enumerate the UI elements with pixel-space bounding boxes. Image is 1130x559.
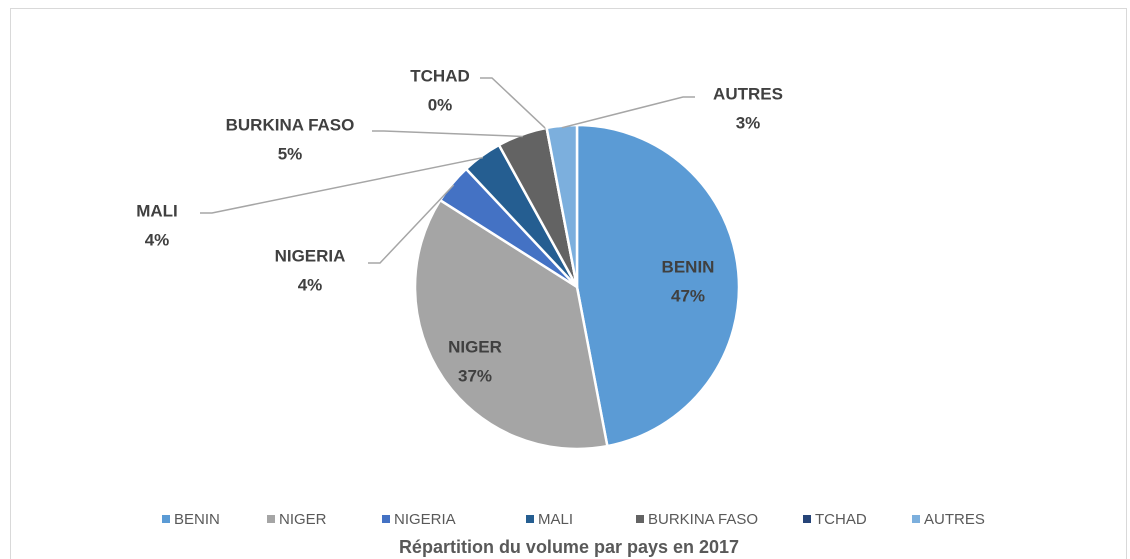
leader-line — [372, 130, 523, 138]
data-label-name: NIGERIA — [275, 246, 346, 265]
legend-swatch — [162, 515, 170, 523]
leader-line — [368, 184, 455, 264]
pie-slice — [413, 198, 609, 451]
data-label-name: TCHAD — [410, 66, 470, 85]
legend-swatch — [803, 515, 811, 523]
data-label-name: AUTRES — [713, 84, 783, 103]
data-label-name: NIGER — [448, 337, 502, 356]
legend-label: TCHAD — [815, 511, 867, 528]
leader-line — [480, 77, 548, 131]
data-label: 47% — [671, 286, 705, 305]
data-label: 4% — [145, 230, 170, 249]
data-label: 5% — [278, 144, 303, 163]
data-label: 0% — [428, 95, 453, 114]
leader-line — [200, 156, 484, 214]
data-label-name: MALI — [136, 201, 178, 220]
legend-swatch — [636, 515, 644, 523]
legend-swatch — [382, 515, 390, 523]
pie-slice — [575, 123, 741, 448]
data-label: 37% — [458, 366, 492, 385]
legend-label: NIGER — [279, 511, 327, 528]
legend-swatch — [526, 515, 534, 523]
legend-swatch — [912, 515, 920, 523]
pie-slice — [545, 123, 579, 288]
data-label: 3% — [736, 113, 761, 132]
data-label-name: BURKINA FASO — [226, 115, 355, 134]
legend-swatch — [267, 515, 275, 523]
legend-label: MALI — [538, 511, 573, 528]
data-label-name: BENIN — [662, 257, 715, 276]
legend-label: NIGERIA — [394, 511, 456, 528]
data-label: 4% — [298, 275, 323, 294]
legend-label: AUTRES — [924, 511, 985, 528]
legend-label: BURKINA FASO — [648, 511, 758, 528]
chart-title: Répartition du volume par pays en 2017 — [399, 537, 739, 557]
legend-label: BENIN — [174, 511, 220, 528]
leader-line — [561, 96, 695, 129]
